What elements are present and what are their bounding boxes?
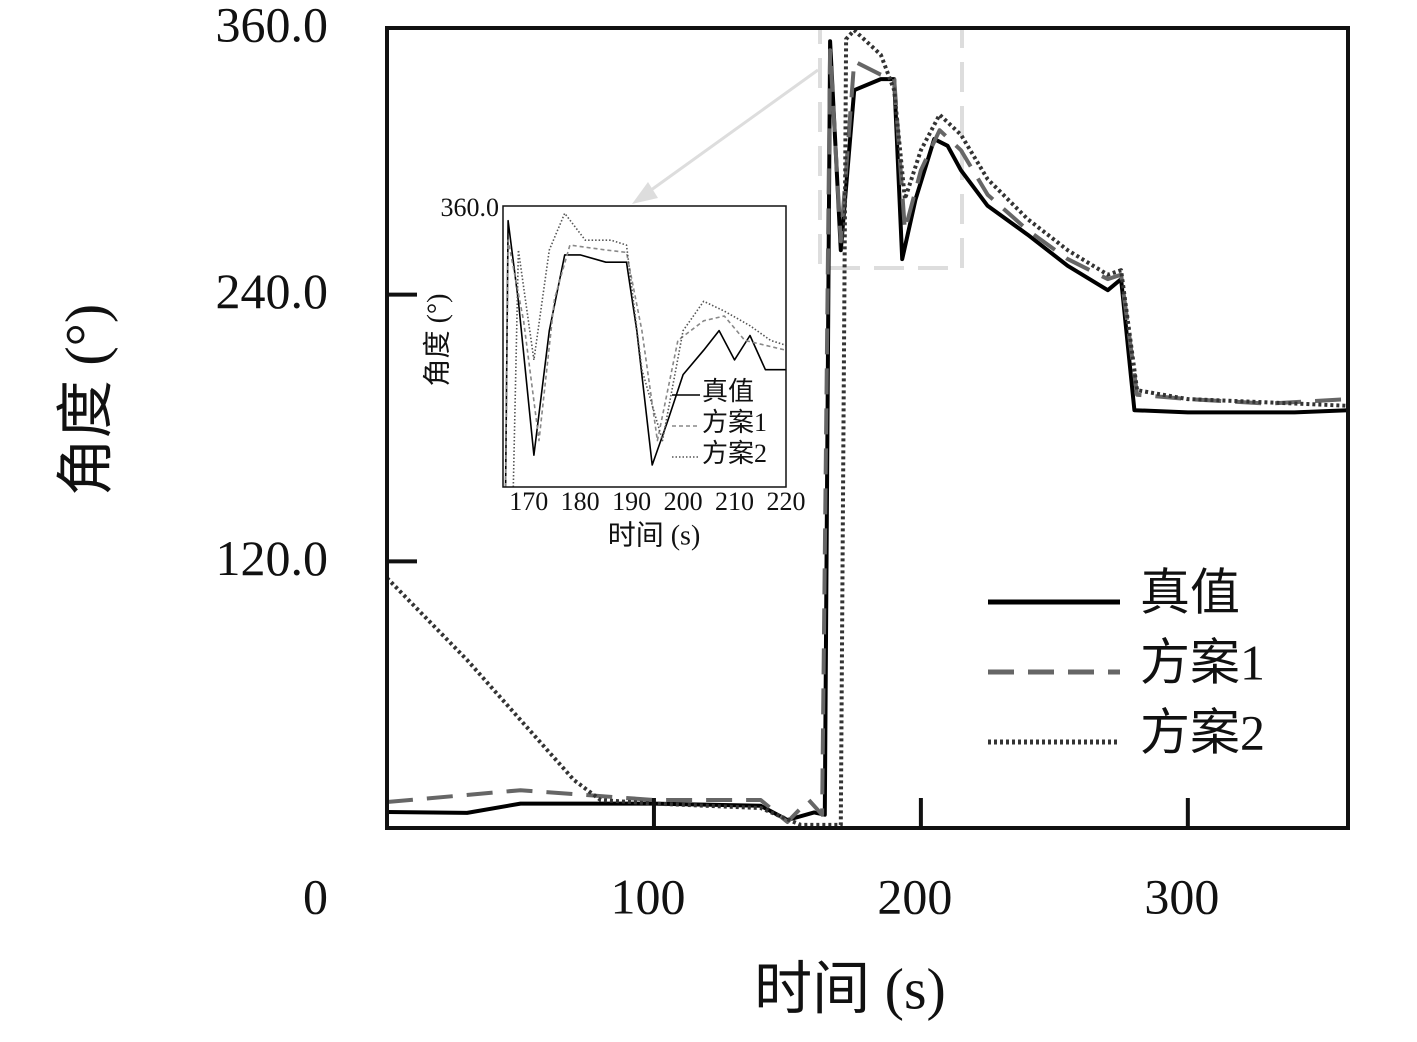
x-tick-label: 170 xyxy=(509,487,548,516)
legend-label: 方案1 xyxy=(702,408,767,437)
y-tick-label: 120.0 xyxy=(216,530,329,586)
y-axis-label: 角度 (°) xyxy=(421,294,453,387)
legend-label: 真值 xyxy=(702,377,754,406)
series-line xyxy=(387,28,1348,827)
series-line xyxy=(504,239,786,488)
x-tick-label: 200 xyxy=(664,487,703,516)
series-line xyxy=(504,219,786,488)
y-tick-label: 360.0 xyxy=(216,0,329,52)
legend-label: 方案2 xyxy=(702,439,767,468)
x-tick-label: 180 xyxy=(561,487,600,516)
legend-label: 真值 xyxy=(1140,564,1240,620)
zoom-arrow xyxy=(639,68,819,200)
x-tick-label: 300 xyxy=(1144,868,1219,924)
x-tick-label: 190 xyxy=(612,487,651,516)
plot-frame xyxy=(502,205,787,488)
legend-label: 方案1 xyxy=(1140,634,1265,690)
zoom-arrow-head xyxy=(632,182,658,204)
x-tick-label: 220 xyxy=(767,487,806,516)
x-tick-label: 200 xyxy=(877,868,952,924)
y-tick-label: 0 xyxy=(303,868,328,924)
series-line xyxy=(512,212,786,488)
x-tick-label: 210 xyxy=(715,487,754,516)
y-axis-label: 角度 (°) xyxy=(53,304,118,496)
x-axis-label: 时间 (s) xyxy=(754,956,946,1021)
x-tick-label: 100 xyxy=(610,868,685,924)
x-axis-label: 时间 (s) xyxy=(608,519,701,551)
plot-frame xyxy=(385,26,1350,830)
legend-label: 方案2 xyxy=(1140,704,1265,760)
y-tick-label: 240.0 xyxy=(216,263,329,319)
y-tick-label: 360.0 xyxy=(441,193,500,222)
series-line xyxy=(387,39,1348,822)
